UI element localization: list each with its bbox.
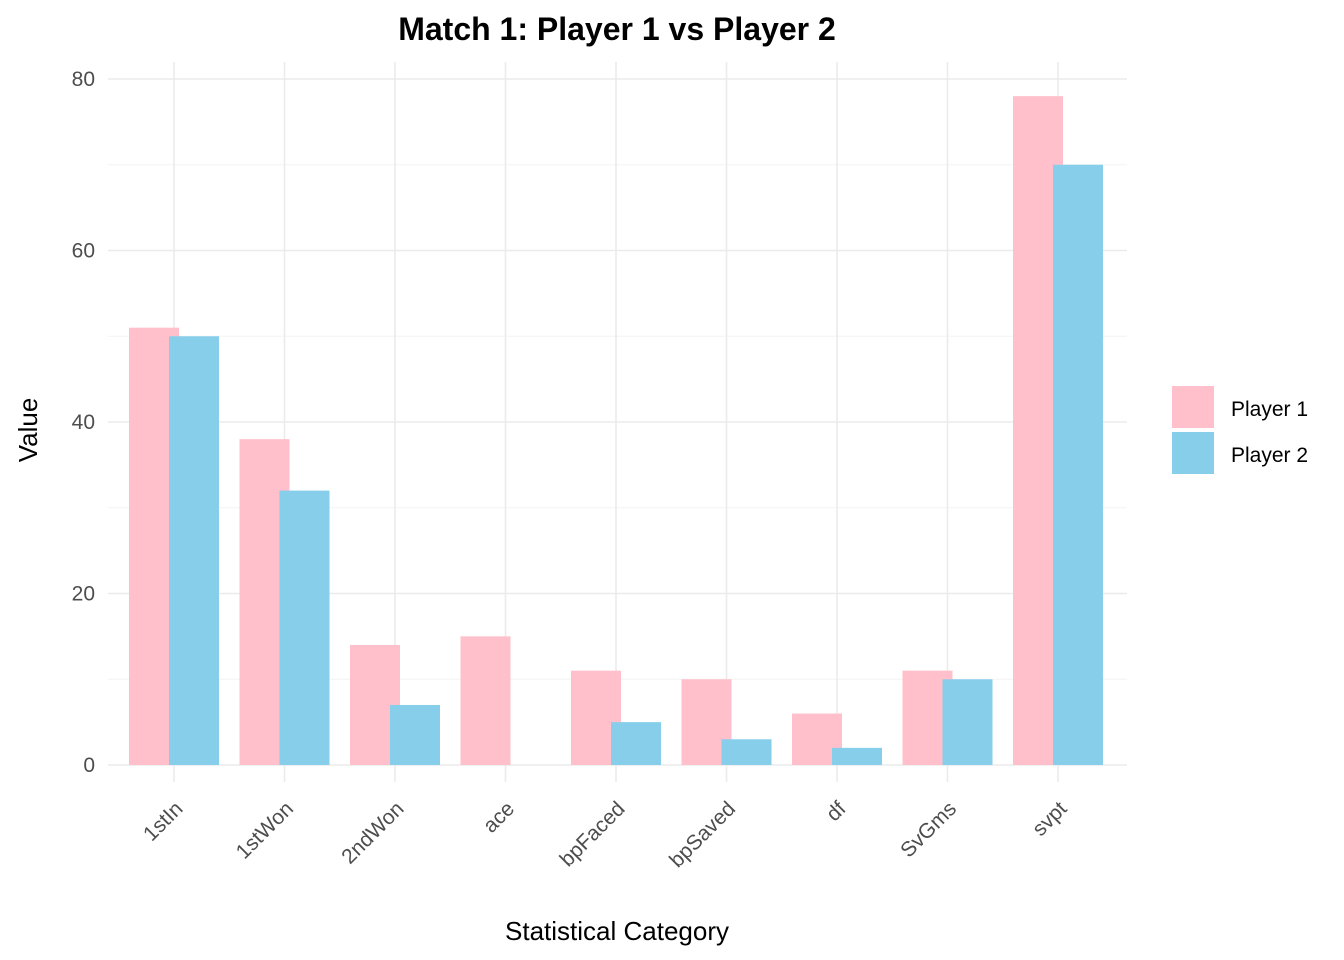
bar-2-1stWon — [279, 490, 330, 765]
y-tick-label: 40 — [72, 411, 95, 434]
x-tick-label: ace — [479, 797, 519, 837]
x-tick-label: bpSaved — [665, 797, 740, 872]
series-2 — [169, 164, 1103, 765]
bar-1-ace — [460, 636, 511, 765]
bar-2-bpFaced — [611, 722, 661, 765]
bar-2-2ndWon — [390, 704, 440, 765]
bar-2-SvGms — [942, 679, 993, 765]
bar-2-svpt — [1053, 164, 1103, 765]
x-tick-label: svpt — [1028, 797, 1072, 841]
legend-label-1: Player 1 — [1231, 398, 1308, 421]
legend-key-2 — [1172, 432, 1214, 474]
x-tick-label: 1stIn — [139, 797, 187, 845]
legend-label-2: Player 2 — [1231, 444, 1308, 467]
legend: Player 1 Player 2 — [1172, 386, 1308, 474]
x-tick-label: 1stWon — [232, 797, 298, 863]
y-axis-ticks: 0 20 40 60 80 — [72, 68, 95, 777]
y-tick-label: 20 — [72, 583, 95, 606]
bar-2-1stIn — [169, 336, 219, 765]
x-tick-label: df — [822, 797, 851, 826]
x-axis-title: Statistical Category — [505, 916, 729, 946]
series-1 — [129, 96, 1063, 765]
bar-2-df — [832, 747, 882, 765]
x-tick-label: SvGms — [896, 797, 961, 862]
y-tick-label: 60 — [72, 240, 95, 263]
x-axis-ticks: 1stIn 1stWon 2ndWon ace bpFaced bpSaved df SvGm… — [139, 797, 1072, 872]
y-tick-label: 0 — [83, 754, 95, 777]
bars — [129, 96, 1103, 765]
y-axis-title: Value — [13, 398, 43, 463]
y-tick-label: 80 — [72, 68, 95, 91]
chart-title: Match 1: Player 1 vs Player 2 — [398, 11, 836, 47]
legend-key-1 — [1172, 386, 1214, 428]
bar-2-bpSaved — [721, 739, 772, 765]
x-tick-label: 2ndWon — [337, 797, 408, 868]
x-tick-label: bpFaced — [555, 797, 629, 871]
